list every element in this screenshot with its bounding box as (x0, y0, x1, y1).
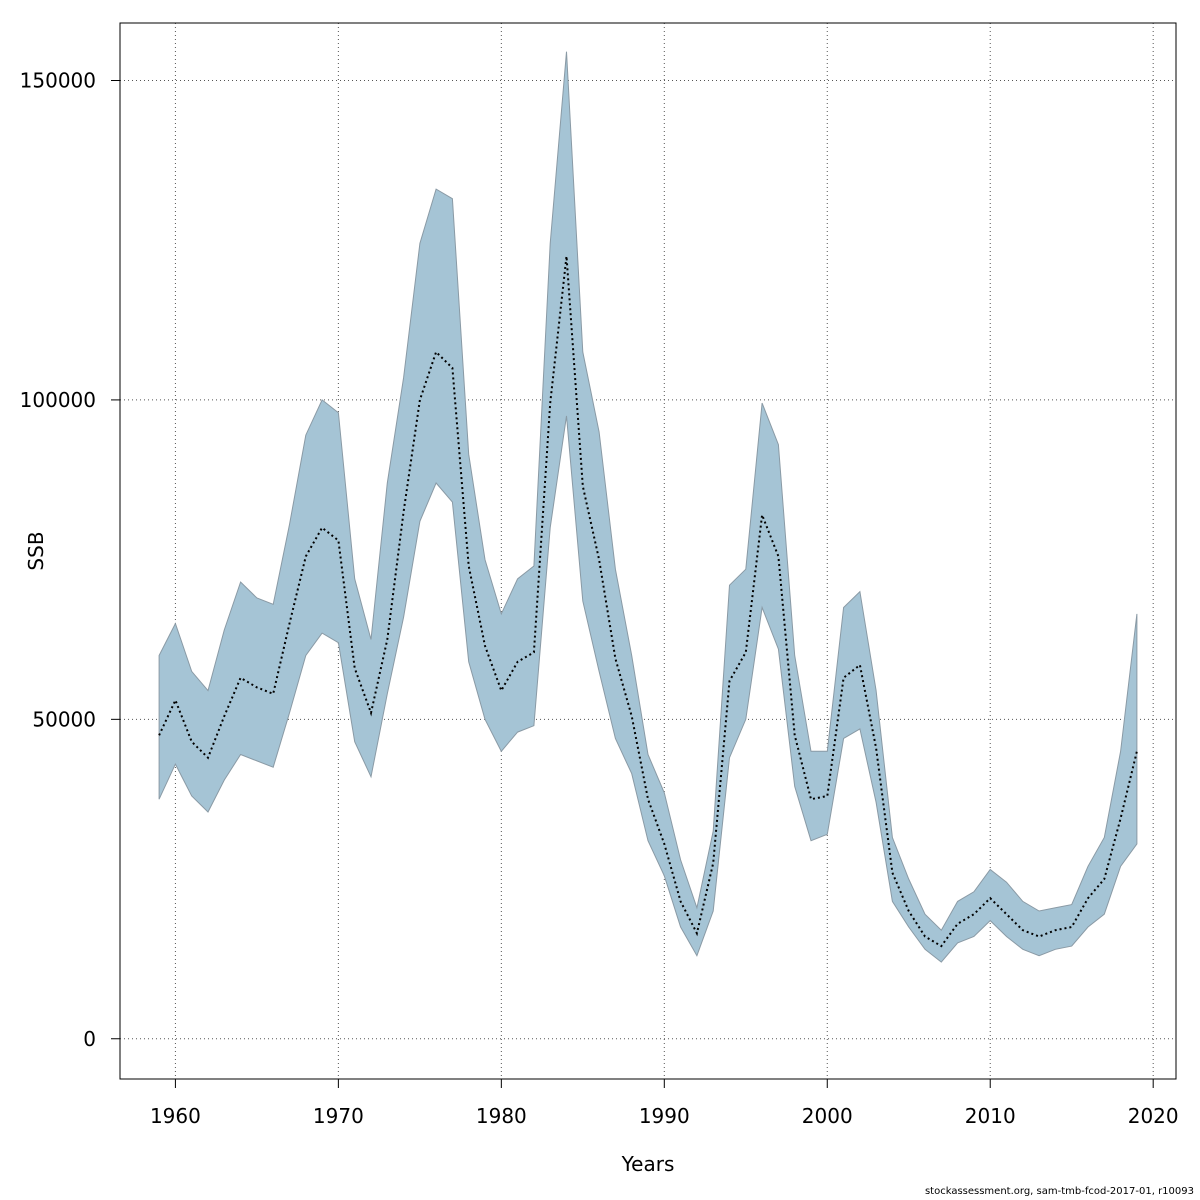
x-tick-label: 2010 (965, 1104, 1016, 1128)
x-tick-label: 1970 (313, 1104, 364, 1128)
x-tick-label: 1960 (150, 1104, 201, 1128)
y-tick-label: 100000 (20, 388, 96, 412)
y-axis: 0 50000 100000 150000 (20, 68, 121, 1051)
x-tick-label: 2020 (1128, 1104, 1179, 1128)
x-axis-title: Years (621, 1152, 675, 1176)
footer-credit: stockassessment.org, sam-tmb-fcod-2017-0… (924, 1186, 1194, 1197)
y-tick-label: 150000 (20, 68, 96, 92)
x-tick-label: 1980 (476, 1104, 527, 1128)
y-axis-title: SSB (24, 531, 48, 570)
y-tick-label: 0 (83, 1027, 96, 1051)
confidence-band (158, 51, 1138, 963)
y-tick-label: 50000 (32, 707, 96, 731)
x-tick-label: 1990 (639, 1104, 690, 1128)
x-tick-label: 2000 (802, 1104, 853, 1128)
x-axis: 1960 1970 1980 1990 2000 2010 2020 (150, 1078, 1179, 1128)
